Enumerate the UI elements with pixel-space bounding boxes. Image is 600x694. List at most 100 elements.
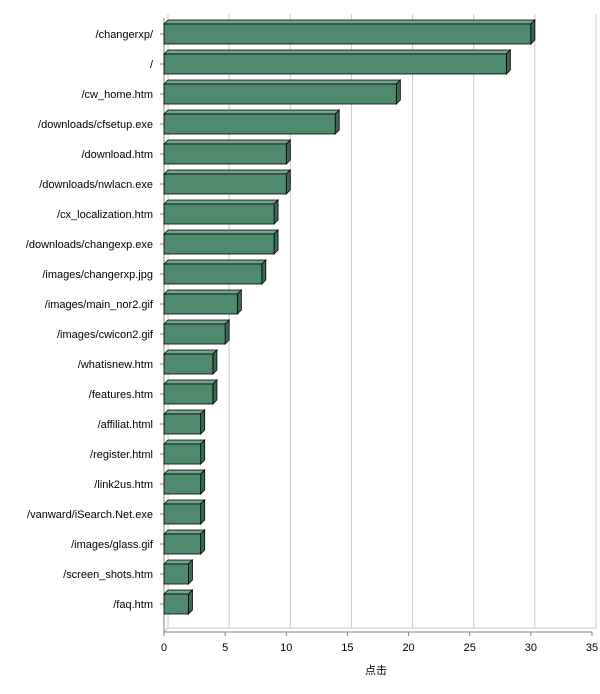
bar-front-face (163, 533, 202, 555)
x-tick-label: 30 (525, 642, 537, 654)
bar (163, 379, 218, 405)
bar (163, 109, 341, 135)
bar (163, 409, 206, 435)
bar-side-face (200, 439, 206, 465)
bar-side-face (200, 529, 206, 555)
bar-front-face (163, 443, 202, 465)
bar-top-face (163, 19, 536, 25)
bar-top-face (163, 109, 341, 115)
bar (163, 139, 292, 165)
bar-top-face (163, 49, 512, 55)
bar-top-face (163, 199, 280, 205)
category-label: /images/cwicon2.gif (57, 329, 154, 341)
category-label: /cw_home.htm (81, 89, 153, 101)
bar-front-face (163, 353, 214, 375)
category-label: /whatisnew.htm (78, 359, 153, 371)
bar-side-face (200, 469, 206, 495)
bar-front-face (163, 263, 263, 285)
bar (163, 169, 292, 195)
category-label: /images/changerxp.jpg (42, 269, 153, 281)
bar-front-face (163, 413, 202, 435)
bar (163, 319, 231, 345)
bar-top-face (163, 409, 206, 415)
bar-top-face (163, 439, 206, 445)
bar-side-face (334, 109, 340, 135)
bar-front-face (163, 83, 397, 105)
bar-front-face (163, 323, 226, 345)
bar (163, 79, 402, 105)
bar-top-face (163, 289, 243, 295)
bar (163, 469, 206, 495)
bar-side-face (188, 589, 193, 615)
bar (163, 559, 194, 585)
bar (163, 439, 206, 465)
bar-front-face (163, 293, 238, 315)
x-tick-labels: 0 5 10 15 20 25 30 35 (161, 642, 598, 654)
bar-side-face (273, 199, 279, 225)
bar-top-face (163, 499, 206, 505)
category-label: /vanward/iSearch.Net.exe (27, 509, 153, 521)
category-label: /downloads/changexp.exe (26, 239, 153, 251)
bar-side-face (530, 19, 536, 45)
bar-top-face (163, 349, 218, 355)
category-label: /affiliat.html (98, 419, 153, 431)
bar-front-face (163, 53, 507, 75)
bar-top-face (163, 559, 194, 565)
category-label: /link2us.htm (94, 479, 153, 491)
category-label: /screen_shots.htm (63, 569, 153, 581)
bar-top-face (163, 589, 194, 595)
bar-side-face (395, 79, 401, 105)
bar-side-face (285, 169, 291, 195)
bar-side-face (212, 349, 218, 375)
bar-front-face (163, 473, 202, 495)
category-label: /images/main_nor2.gif (45, 299, 154, 311)
bar-top-face (163, 469, 206, 475)
category-label: /features.htm (89, 389, 153, 401)
x-tick-label: 5 (222, 642, 228, 654)
category-label: /register.html (90, 449, 153, 461)
bar-side-face (285, 139, 291, 165)
bar (163, 529, 206, 555)
bar-side-face (200, 409, 206, 435)
x-axis-title: 点击 (365, 664, 387, 677)
bar (163, 289, 243, 315)
category-labels: /changerxp/ / /cw_home.htm/downloads/cfset… (26, 29, 154, 611)
bar-top-face (163, 139, 292, 145)
x-tick-label: 20 (402, 642, 414, 654)
category-label: /changerxp/ (96, 29, 154, 41)
bar-front-face (163, 113, 336, 135)
category-label: /downloads/nwlacn.exe (39, 179, 153, 191)
bar-front-face (163, 383, 214, 405)
bar-top-face (163, 169, 292, 175)
bar (163, 49, 512, 75)
category-label: / (150, 59, 154, 71)
bar-front-face (163, 593, 189, 615)
bar (163, 19, 536, 45)
bar-front-face (163, 143, 287, 165)
category-label: /faq.htm (113, 599, 153, 611)
bar-front-face (163, 563, 189, 585)
bar-side-face (261, 259, 267, 285)
x-tick-label: 10 (280, 642, 292, 654)
bar-side-face (505, 49, 511, 75)
x-tick-label: 0 (161, 642, 167, 654)
category-label: /cx_localization.htm (57, 209, 153, 221)
bar-side-face (236, 289, 242, 315)
plot-floor-edge (163, 627, 596, 633)
bar-top-face (163, 79, 402, 85)
bar-side-face (224, 319, 230, 345)
bar-front-face (163, 23, 532, 45)
x-tick-label: 25 (464, 642, 476, 654)
bar-side-face (200, 499, 206, 525)
bar-side-face (188, 559, 193, 585)
bar (163, 199, 280, 225)
category-label: /images/glass.gif (71, 539, 154, 551)
bar-front-face (163, 173, 287, 195)
bar-top-face (163, 229, 280, 235)
bar-top-face (163, 259, 267, 265)
bar-side-face (212, 379, 218, 405)
bar-top-face (163, 379, 218, 385)
x-tick-label: 15 (341, 642, 353, 654)
bar-front-face (163, 203, 275, 225)
